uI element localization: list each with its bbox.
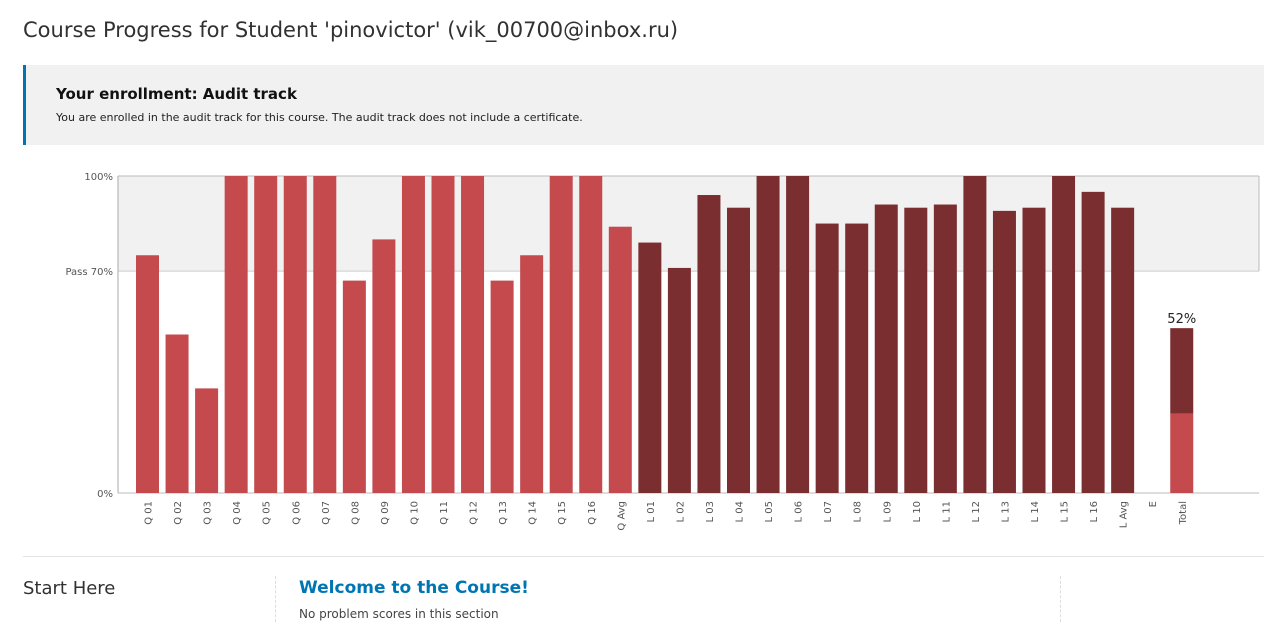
bar-l-07 <box>815 223 839 494</box>
bar-q-16 <box>579 176 603 493</box>
x-tick-label: L 14 <box>1030 501 1041 522</box>
total-bar-quiz <box>1170 413 1194 493</box>
bar-l-11 <box>933 204 957 493</box>
x-tick-label: L 16 <box>1089 501 1100 522</box>
bar-l-01 <box>638 242 662 493</box>
x-tick-label: L 10 <box>912 501 923 522</box>
y-tick-label: Pass 70% <box>65 267 113 278</box>
x-tick-label: Q 02 <box>173 501 184 525</box>
x-tick-label: L 02 <box>675 501 686 522</box>
bar-q-15 <box>549 176 573 493</box>
total-value-label: 52% <box>1167 312 1196 327</box>
enrollment-text: You are enrolled in the audit track for … <box>56 111 583 124</box>
x-tick-label: L 04 <box>735 501 746 522</box>
bar-q-11 <box>431 176 455 493</box>
x-tick-label: Q 14 <box>528 501 539 525</box>
y-tick-label: 100% <box>84 172 113 183</box>
bar-q-05 <box>254 176 278 493</box>
bar-l-03 <box>697 195 721 493</box>
bar-q-08 <box>342 280 366 493</box>
bar-q-10 <box>401 176 425 493</box>
bar-q-01 <box>136 255 159 493</box>
column-separator <box>1060 576 1061 622</box>
grade-chart: 52% 100% Pass 70% 0% Q 01 Q 02 Q 03 Q 04 Q 05 Q… <box>65 172 1260 531</box>
bar-l-02 <box>667 267 691 493</box>
bar-l-16 <box>1081 191 1105 493</box>
x-tick-label: L 09 <box>882 501 893 522</box>
chapter-name: Start Here <box>23 578 116 599</box>
x-tick-label: L Avg <box>1119 501 1130 528</box>
bar-l-10 <box>904 207 928 493</box>
x-tick-label: L 15 <box>1060 501 1071 522</box>
bar-l-09 <box>874 204 898 493</box>
bar-q-02 <box>165 334 189 493</box>
x-tick-label: L 03 <box>705 501 716 522</box>
x-tick-label: Q 08 <box>350 501 361 525</box>
x-tick-label: Q 13 <box>498 501 509 525</box>
x-tick-label: Q 16 <box>587 501 598 525</box>
bar-l-14 <box>1022 207 1046 493</box>
x-tick-label: Total <box>1178 501 1189 525</box>
x-tick-label: Q 05 <box>262 501 273 525</box>
x-tick-label: Q 01 <box>144 501 155 525</box>
x-tick-label: L 13 <box>1000 501 1011 522</box>
bar-q-03 <box>195 388 219 493</box>
bar-q-14 <box>520 255 544 493</box>
x-tick-label: Q 06 <box>291 501 302 525</box>
bar-q-12 <box>461 176 485 493</box>
section-divider <box>23 556 1264 557</box>
subsection-status: No problem scores in this section <box>299 607 499 621</box>
bar-q-06 <box>283 176 307 493</box>
x-tick-label: Q 04 <box>232 501 243 525</box>
bar-l-04 <box>727 207 750 493</box>
x-tick-label: Q 09 <box>380 501 391 525</box>
bar-q-avg <box>608 226 632 493</box>
bar-l-13 <box>992 210 1016 493</box>
x-tick-label: L 01 <box>646 501 657 522</box>
bar-q-09 <box>372 239 396 493</box>
x-tick-label: L 05 <box>764 501 775 522</box>
x-tick-label: Q 10 <box>409 501 420 525</box>
subsection-link[interactable]: Welcome to the Course! <box>299 578 529 598</box>
bar-l-12 <box>963 176 987 493</box>
bar-l-15 <box>1052 176 1076 493</box>
x-tick-label: L 07 <box>823 501 834 522</box>
enrollment-title: Your enrollment: Audit track <box>56 85 297 103</box>
column-separator <box>275 576 276 622</box>
x-tick-label: Q 03 <box>203 501 214 525</box>
bar-l-05 <box>756 176 780 493</box>
bar-l-avg <box>1111 207 1135 493</box>
total-bar-lab <box>1170 328 1194 414</box>
x-tick-label: Q 07 <box>321 501 332 525</box>
y-tick-label: 0% <box>97 489 113 500</box>
bar-l-06 <box>786 176 810 493</box>
bar-q-07 <box>313 176 337 493</box>
bar-q-04 <box>224 176 248 493</box>
x-tick-label: Q 12 <box>469 501 480 525</box>
x-tick-label: Q Avg <box>616 501 627 531</box>
x-tick-label: Q 15 <box>557 501 568 525</box>
x-tick-label: L 11 <box>941 501 952 522</box>
x-tick-label: L 12 <box>971 501 982 522</box>
x-tick-label: L 08 <box>853 501 864 522</box>
page-title: Course Progress for Student 'pinovictor'… <box>23 18 679 42</box>
x-tick-label: L 06 <box>794 501 805 522</box>
bar-q-13 <box>490 280 514 493</box>
enrollment-message: Your enrollment: Audit track You are enr… <box>23 65 1264 145</box>
x-tick-label: Q 11 <box>439 501 450 525</box>
x-tick-label: E <box>1148 501 1159 507</box>
bar-l-08 <box>845 223 869 494</box>
